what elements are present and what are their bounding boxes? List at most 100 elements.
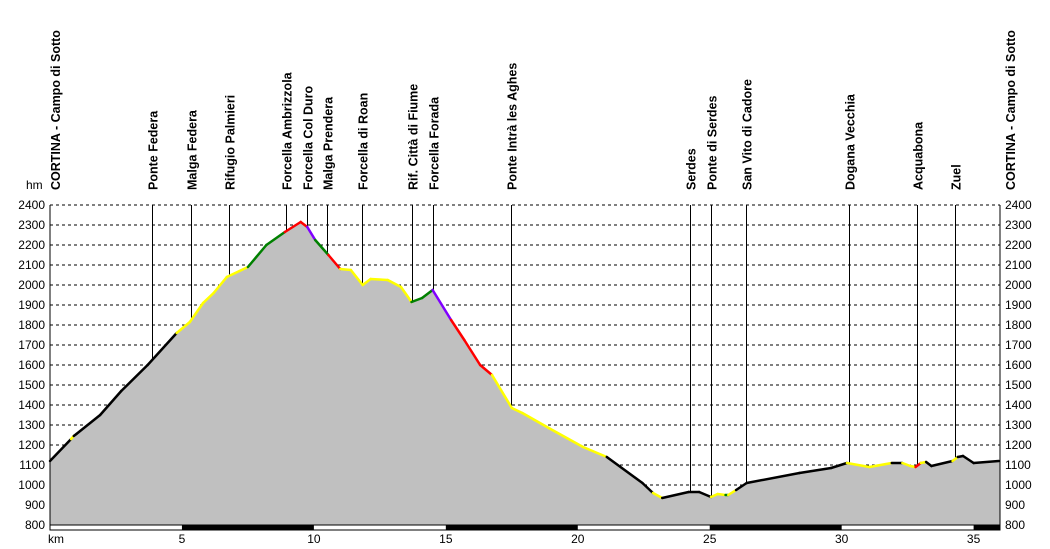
x-tick-label: 5 [179,532,186,546]
profile-segment [299,220,309,229]
profile-segment [369,277,390,282]
profile-segment [716,492,727,497]
profile-segment [98,389,123,417]
profile-segment [201,291,215,305]
y-tick-label-right: 1800 [1005,318,1032,332]
waypoint-label: Rifugio Palmieri [224,95,238,190]
x-axis-bar-segment [445,525,578,530]
y-tick-label-left: 1000 [18,478,45,492]
profile-segment [697,490,713,499]
profile-segment [798,466,833,475]
waypoint-lines [152,205,956,497]
waypoint-label: Forcella di Roan [357,93,371,190]
profile-segment [399,285,413,304]
profile-segment [120,363,149,393]
profile-segment [339,267,353,272]
profile-segment [734,481,748,492]
profile-line [48,220,1000,500]
profile-segment [386,278,403,289]
waypoint-label: Ponte Intrà les Aghes [506,63,520,190]
axes: 800 800 900 900 1000 1000 1100 1100 1200 1200 1300… [18,198,1032,546]
x-axis-bar-segment [709,525,842,530]
profile-segment [283,220,302,234]
profile-segment [431,288,453,322]
profile-segment [361,277,372,287]
y-tick-label-right: 2100 [1005,258,1032,272]
profile-segment [327,253,342,271]
profile-segment [510,406,524,415]
x-axis-bar-segment [973,525,1000,530]
y-tick-label-right: 1000 [1005,478,1032,492]
profile-segment [845,461,871,469]
y-tick-label-right: 1700 [1005,338,1032,352]
waypoint-label: CORTINA - Campo di Sotto [1004,30,1018,190]
profile-segment [212,275,229,295]
profile-segment [660,490,690,500]
y-tick-label-right: 800 [1005,518,1025,532]
waypoint-label: San Vito di Cadore [741,79,755,190]
y-tick-label-left: 2400 [18,198,45,212]
y-tick-label-right: 2300 [1005,218,1032,232]
profile-segment [901,461,912,468]
y-tick-label-right: 1200 [1005,438,1032,452]
y-tick-label-left: 1200 [18,438,45,452]
y-tick-label-right: 1900 [1005,298,1032,312]
x-tick-label: 20 [571,532,585,546]
y-tick-label-left: 1700 [18,338,45,352]
profile-segment [265,230,287,247]
profile-segment [521,411,550,430]
profile-segment [410,296,424,304]
profile-segment [146,331,178,367]
x-tick-label: 10 [307,532,321,546]
waypoint-label: Ponte Federa [147,110,161,190]
x-tick-label: 35 [967,532,981,546]
profile-segment [313,238,330,257]
profile-segment [490,373,514,410]
y-tick-label-right: 2000 [1005,278,1032,292]
profile-segment [651,491,664,500]
profile-segment [581,445,609,459]
profile-area [50,222,1000,525]
profile-segment [745,471,801,485]
waypoint-label: CORTINA - Campo di Sotto [49,30,63,190]
y-tick-label-right: 2200 [1005,238,1032,252]
profile-segment [726,488,738,497]
y-tick-label-left: 2200 [18,238,45,252]
profile-segment [478,363,494,377]
profile-segment [463,338,482,367]
y-tick-label-left: 1900 [18,298,45,312]
y-tick-label-left: 1800 [18,318,45,332]
waypoint-label: Dogana Vecchia [844,93,858,190]
profile-segment [175,320,192,335]
y-tick-label-left: 800 [25,518,45,532]
y-tick-label-right: 1600 [1005,358,1032,372]
waypoint-label: Forcella Ambrizzola [281,71,295,190]
y-tick-label-right: 1500 [1005,378,1032,392]
waypoint-label: Serdes [685,148,699,190]
profile-segment [246,243,268,269]
waypoint-label: Malga Prendera [322,96,336,190]
y-tick-label-left: 2300 [18,218,45,232]
x-tick-label: 30 [835,532,849,546]
y-tick-label-left: 1100 [19,458,45,472]
x-axis-bar-segment [181,525,314,530]
y-tick-label-left: 1400 [18,398,45,412]
y-axis-label: hm [26,178,43,192]
profile-segment [48,437,73,463]
x-axis-label: km [48,532,64,546]
profile-segment [349,268,364,287]
y-tick-label-right: 1300 [1005,418,1032,432]
profile-segment [972,459,1000,465]
y-tick-label-left: 1500 [18,378,45,392]
profile-segment [225,265,250,279]
profile-segment [930,459,954,468]
profile-segment [420,288,434,300]
profile-segment [641,481,655,495]
profile-segment [188,301,205,324]
profile-segment [547,426,585,449]
y-tick-label-right: 900 [1005,498,1025,512]
waypoint-label: Ponte di Serdes [706,95,720,190]
y-tick-label-right: 2400 [1005,198,1032,212]
waypoint-label: Forcella Col Duro [302,85,316,190]
